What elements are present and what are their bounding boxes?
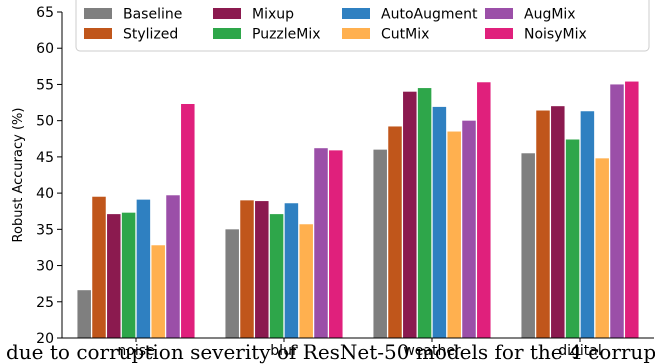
legend: Baseline Stylized Mixup PuzzleMix AutoAugmen… <box>75 0 650 52</box>
legend-label-puzzlemix: PuzzleMix <box>252 27 321 43</box>
legend-label-mixup: Mixup <box>252 7 294 23</box>
x-tick-label-weather: weather <box>403 343 461 359</box>
bar-stylized-blur <box>240 200 254 338</box>
y-tick-label: 50 <box>36 114 54 130</box>
bar-baseline-noise <box>77 290 91 338</box>
legend-swatch-mixup <box>213 8 241 19</box>
y-tick-label: 55 <box>36 77 54 93</box>
bar-cutmix-weather <box>447 131 461 338</box>
y-tick-label: 65 <box>36 5 54 21</box>
axes-layer: 20 25 30 35 40 45 50 55 60 65 noise blur weather digi… <box>11 5 654 359</box>
y-tick-label: 30 <box>36 259 54 275</box>
y-tick-label: 40 <box>36 186 54 202</box>
y-axis-label: Robust Accuracy (%) <box>11 108 26 243</box>
x-tick-label-blur: blur <box>270 343 298 359</box>
legend-swatch-puzzlemix <box>213 28 241 39</box>
bar-noisymix-noise <box>181 104 195 338</box>
bar-mixup-blur <box>255 201 269 338</box>
bar-cutmix-blur <box>299 224 313 338</box>
legend-swatch-cutmix <box>342 28 370 39</box>
bar-augmix-noise <box>166 195 180 338</box>
y-tick-label: 45 <box>36 150 54 166</box>
legend-swatch-noisymix <box>485 28 513 39</box>
bar-augmix-blur <box>314 148 328 338</box>
bar-mixup-digital <box>551 106 565 339</box>
bar-autoaugment-blur <box>284 203 299 338</box>
legend-swatch-baseline <box>84 8 112 19</box>
bar-puzzlemix-weather <box>417 88 432 338</box>
bar-autoaugment-noise <box>136 199 151 338</box>
bar-augmix-weather <box>462 120 476 338</box>
bar-stylized-weather <box>388 126 402 339</box>
bar-mixup-weather <box>403 91 417 338</box>
legend-label-cutmix: CutMix <box>381 27 429 43</box>
y-tick-label: 60 <box>36 41 54 57</box>
legend-swatch-stylized <box>84 28 112 39</box>
bar-baseline-digital <box>521 153 535 338</box>
bar-puzzlemix-noise <box>121 212 136 338</box>
y-tick-label: 35 <box>36 222 54 238</box>
bar-autoaugment-weather <box>432 106 447 339</box>
figure-caption: due to corruption severity of ResNet-50 … <box>6 340 655 364</box>
bar-baseline-weather <box>373 149 387 338</box>
legend-label-autoaugment: AutoAugment <box>381 7 478 23</box>
bars-layer <box>77 81 639 339</box>
x-tick-label-digital: digital <box>558 343 602 359</box>
bar-stylized-noise <box>92 196 106 338</box>
bar-baseline-blur <box>225 229 239 338</box>
bar-autoaugment-digital <box>580 111 595 338</box>
legend-swatch-autoaugment <box>342 8 370 19</box>
y-tick-label: 20 <box>36 331 54 347</box>
bar-augmix-digital <box>610 84 624 338</box>
legend-label-baseline: Baseline <box>123 7 182 23</box>
y-tick-label: 25 <box>36 295 54 311</box>
legend-label-noisymix: NoisyMix <box>524 27 587 43</box>
bar-puzzlemix-blur <box>269 214 284 338</box>
bar-cutmix-digital <box>595 158 609 338</box>
bar-noisymix-blur <box>329 150 343 338</box>
legend-swatch-augmix <box>485 8 513 19</box>
bar-noisymix-weather <box>477 82 491 339</box>
legend-label-stylized: Stylized <box>123 27 178 43</box>
bar-noisymix-digital <box>625 81 639 339</box>
bar-mixup-noise <box>107 214 121 338</box>
x-tick-label-noise: noise <box>117 343 154 359</box>
legend-label-augmix: AugMix <box>524 7 576 23</box>
bar-cutmix-noise <box>151 245 165 338</box>
bar-puzzlemix-digital <box>565 139 580 338</box>
bar-stylized-digital <box>536 110 550 339</box>
